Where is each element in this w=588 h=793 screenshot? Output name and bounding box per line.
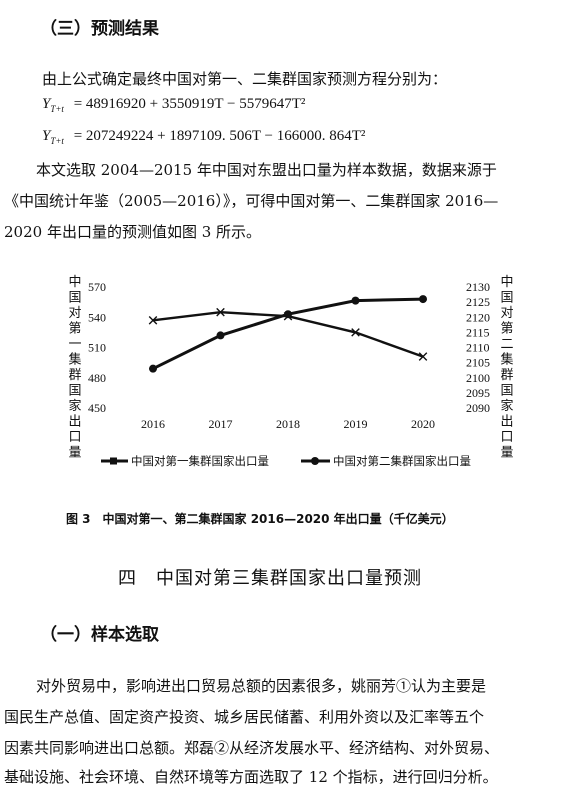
series-2-point — [149, 364, 157, 373]
subsection-heading: （一）样本选取 — [40, 625, 159, 645]
right-tick-label: 2130 — [466, 280, 490, 294]
paragraph-line-2: 《中国统计年鉴（2005—2016）》，可得中国对第一、二集群国家 2016— — [4, 192, 499, 210]
equation-1-lhs: Y — [42, 96, 51, 112]
legend-marker-series-2 — [311, 457, 319, 465]
equation-1-subscript: T+t — [50, 104, 64, 114]
equation-1-rhs: = 48916920 + 3550919T − 5579647T² — [73, 96, 306, 112]
figure-3-chart: 5705405104804502130212521202115211021052… — [68, 275, 513, 468]
series-1-point — [418, 352, 428, 361]
series-2-point — [284, 310, 292, 319]
equation-2: YT+t = 207249224 + 1897109. 506T − 16600… — [42, 128, 365, 146]
left-tick-label: 510 — [88, 341, 106, 355]
series-2-point — [216, 331, 225, 340]
equation-2-lhs: Y — [42, 128, 51, 144]
right-tick-label: 2120 — [466, 310, 490, 324]
legend-label-series-2: 中国对第二集群国家出口量 — [333, 454, 471, 468]
legend-label-series-1: 中国对第一集群国家出口量 — [131, 454, 269, 468]
right-tick-label: 2110 — [466, 341, 490, 355]
left-tick-label: 450 — [88, 401, 106, 415]
right-tick-label: 2115 — [466, 325, 490, 339]
x-tick-label: 2019 — [344, 417, 368, 431]
series-1-point — [216, 307, 225, 317]
right-tick-label: 2095 — [466, 386, 490, 400]
body-line-4: 基础设施、社会环境、自然环境等方面选取了 12 个指标，进行回归分析。 — [4, 768, 498, 786]
x-tick-label: 2017 — [209, 417, 233, 431]
left-tick-label: 570 — [88, 280, 106, 294]
series-2-point — [351, 296, 360, 305]
section-heading: （三）预测结果 — [40, 19, 159, 39]
figure-caption: 图 3 中国对第一、第二集群国家 2016—2020 年出口量（千亿美元） — [66, 512, 454, 526]
series-1-point — [351, 328, 360, 337]
equation-2-rhs: = 207249224 + 1897109. 506T − 166000. 86… — [73, 128, 366, 144]
chapter-heading: 四 中国对第三集群国家出口量预测 — [118, 568, 422, 589]
x-tick-label: 2020 — [411, 417, 435, 431]
series-1-point — [148, 315, 158, 325]
right-tick-label: 2100 — [466, 371, 490, 385]
series-line-2 — [152, 297, 424, 371]
body-line-1: 对外贸易中，影响进出口贸易总额的因素很多，姚丽芳①认为主要是 — [36, 677, 487, 695]
legend-marker-series-1 — [110, 457, 117, 465]
left-tick-label: 540 — [88, 310, 106, 324]
right-axis-title: 中国对第二集群国家出口量 — [500, 275, 513, 461]
equation-2-subscript: T+t — [50, 136, 64, 146]
left-axis-title: 中国对第一集群国家出口量 — [68, 275, 81, 461]
equation-1: YT+t = 48916920 + 3550919T − 5579647T² — [42, 96, 305, 114]
x-tick-label: 2016 — [141, 417, 165, 431]
intro-line: 由上公式确定最终中国对第一、二集群国家预测方程分别为： — [42, 70, 448, 88]
x-tick-label: 2018 — [276, 417, 300, 431]
right-tick-label: 2090 — [466, 401, 490, 415]
left-tick-label: 480 — [88, 371, 106, 385]
body-line-2: 国民生产总值、固定资产投资、城乡居民储蓄、利用外资以及汇率等五个 — [4, 708, 485, 726]
body-line-3: 因素共同影响进出口总额。郑磊②从经济发展水平、经济结构、对外贸易、 — [4, 739, 500, 757]
paragraph-line-1: 本文选取 2004—2015 年中国对东盟出口量为样本数据，数据来源于 — [36, 161, 497, 179]
series-2-point — [419, 295, 427, 304]
right-tick-label: 2125 — [466, 295, 490, 309]
right-tick-label: 2105 — [466, 356, 490, 370]
paragraph-line-3: 2020 年出口量的预测值如图 3 所示。 — [4, 223, 262, 241]
